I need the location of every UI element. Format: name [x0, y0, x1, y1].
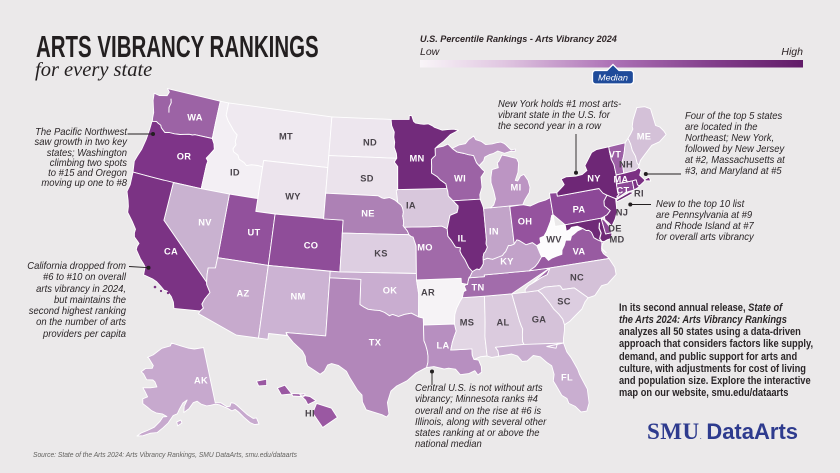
svg-text:UT: UT [248, 228, 261, 238]
svg-text:MT: MT [279, 132, 293, 142]
svg-text:WV: WV [546, 235, 562, 245]
svg-text:VT: VT [609, 150, 622, 160]
svg-text:WA: WA [187, 113, 203, 123]
svg-text:OR: OR [177, 152, 192, 162]
svg-text:KY: KY [500, 257, 514, 267]
svg-text:AR: AR [421, 288, 435, 298]
svg-text:NC: NC [570, 273, 584, 283]
svg-text:DE: DE [608, 224, 622, 234]
svg-text:AL: AL [497, 318, 510, 328]
svg-text:ND: ND [363, 138, 377, 148]
svg-text:NV: NV [198, 218, 212, 228]
svg-text:WI: WI [454, 174, 466, 184]
svg-text:MD: MD [609, 235, 624, 245]
svg-text:MO: MO [417, 243, 433, 253]
svg-text:Median: Median [598, 72, 628, 82]
svg-text:AZ: AZ [237, 289, 250, 299]
svg-text:NE: NE [361, 209, 375, 219]
svg-text:NM: NM [290, 292, 305, 302]
svg-text:OH: OH [518, 217, 533, 227]
svg-text:CO: CO [304, 241, 319, 251]
svg-text:ME: ME [637, 132, 652, 142]
svg-text:VA: VA [573, 247, 586, 257]
svg-text:SC: SC [557, 297, 571, 307]
svg-text:AK: AK [194, 376, 208, 386]
svg-text:TX: TX [369, 338, 382, 348]
svg-text:ID: ID [230, 168, 240, 178]
svg-text:NY: NY [587, 174, 601, 184]
svg-text:TN: TN [472, 283, 485, 293]
svg-text:MN: MN [409, 154, 424, 164]
svg-text:NJ: NJ [616, 208, 628, 218]
svg-text:CT: CT [617, 186, 630, 196]
svg-text:WY: WY [285, 192, 301, 202]
svg-text:FL: FL [561, 373, 573, 383]
svg-text:OK: OK [383, 286, 398, 296]
svg-text:MI: MI [511, 183, 522, 193]
svg-text:IL: IL [458, 234, 467, 244]
svg-text:GA: GA [532, 315, 547, 325]
svg-text:PA: PA [573, 205, 586, 215]
svg-text:IN: IN [489, 227, 499, 237]
svg-text:MA: MA [613, 175, 628, 185]
svg-text:NH: NH [619, 160, 633, 170]
svg-text:IA: IA [406, 201, 416, 211]
svg-text:LA: LA [437, 341, 450, 351]
svg-text:HI: HI [305, 409, 315, 419]
svg-text:CA: CA [164, 247, 178, 257]
svg-text:RI: RI [634, 189, 644, 199]
svg-text:SD: SD [360, 174, 374, 184]
svg-text:KS: KS [374, 249, 388, 259]
svg-text:MS: MS [460, 318, 475, 328]
